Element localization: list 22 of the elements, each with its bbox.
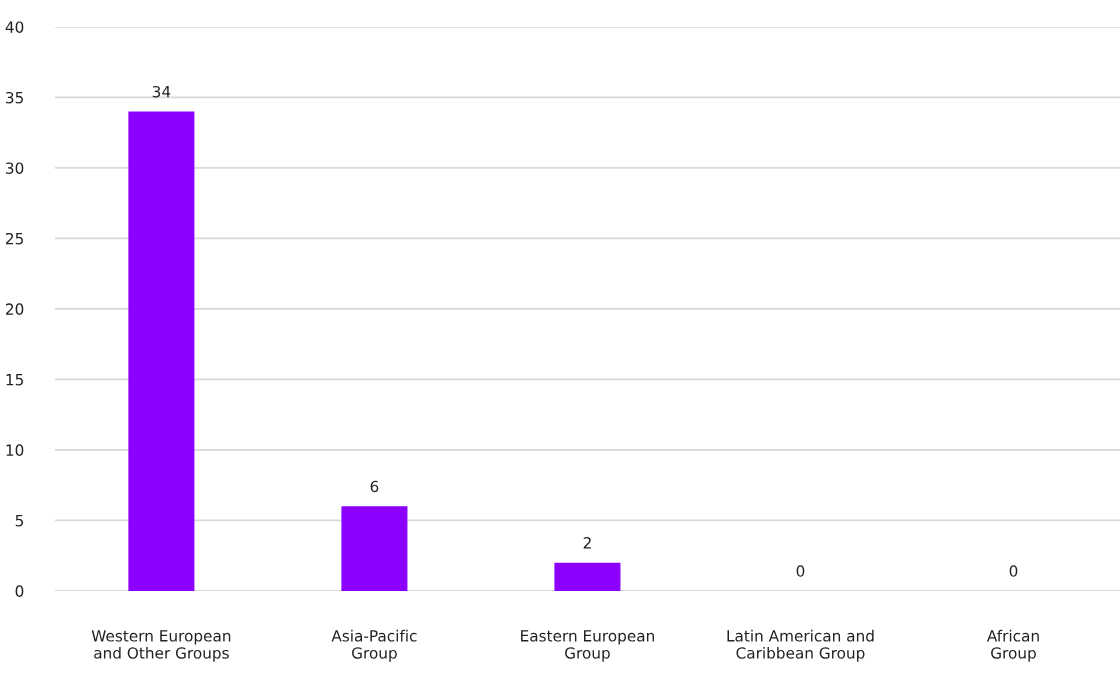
y-tick-label: 40 [5,21,24,33]
data-label: 0 [1009,565,1018,577]
x-tick-label: Eastern European Group [521,630,654,662]
x-tick-label: Asia-Pacific Group [331,629,417,662]
y-tick-label: 10 [6,444,24,456]
bar [554,562,621,591]
data-label: 2 [583,537,591,549]
y-tick-label: 35 [6,91,23,104]
bar [128,111,195,591]
bar [341,506,408,591]
data-label: 0 [796,565,805,577]
x-tick-label: African Group [986,629,1039,662]
y-tick-label: 20 [6,303,24,315]
y-tick-label: 5 [15,515,23,527]
x-tick-label: Western European and Other Groups [91,630,231,662]
y-tick-label: 0 [15,585,24,597]
data-label: 6 [370,480,379,493]
x-tick-label: Latin American and Caribbean Group [727,629,874,662]
y-tick-label: 15 [6,374,23,386]
y-tick-label: 25 [6,232,23,245]
y-tick-label: 30 [6,162,24,174]
data-label: 34 [152,85,171,98]
